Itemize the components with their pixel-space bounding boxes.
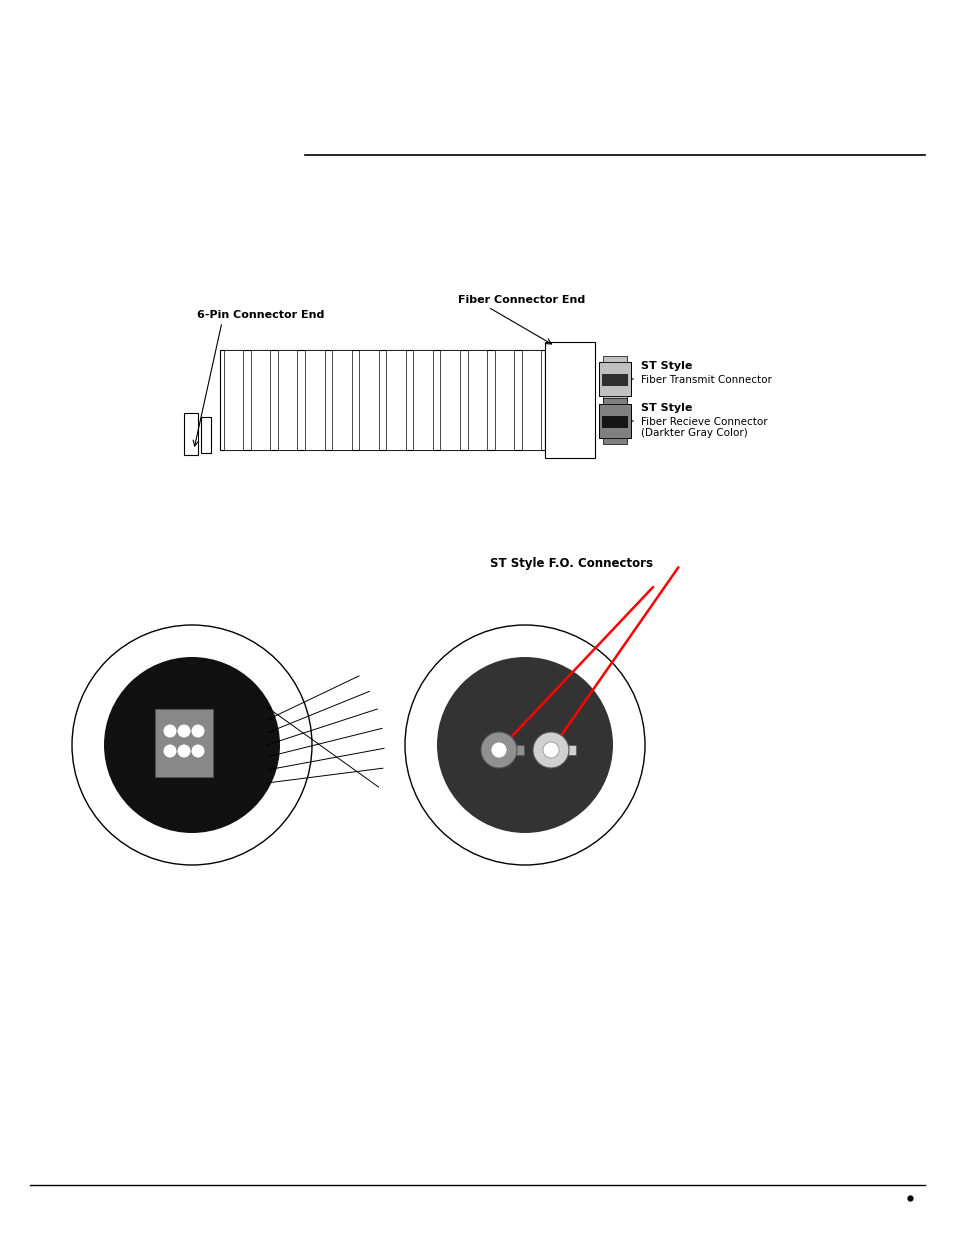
Bar [251, 350, 270, 450]
Bar [332, 350, 352, 450]
Bar [521, 350, 540, 450]
Bar [277, 350, 297, 450]
Bar [602, 356, 626, 362]
Ellipse shape [405, 625, 644, 864]
Bar [544, 342, 595, 458]
Text: 6-Pin Connector End: 6-Pin Connector End [196, 310, 324, 320]
Circle shape [177, 725, 191, 737]
Bar [184, 412, 198, 454]
Bar [201, 417, 211, 453]
Ellipse shape [104, 657, 280, 832]
Bar [494, 350, 514, 450]
Bar [224, 350, 243, 450]
Text: Fiber Recieve Connector: Fiber Recieve Connector [640, 417, 767, 427]
Circle shape [491, 742, 506, 758]
Text: Fiber Transmit Connector: Fiber Transmit Connector [640, 375, 771, 385]
Bar [480, 745, 489, 755]
Circle shape [163, 745, 176, 757]
Circle shape [542, 742, 558, 758]
Bar [533, 745, 540, 755]
Circle shape [192, 725, 204, 737]
Bar [602, 398, 626, 404]
Text: ST Style: ST Style [640, 403, 692, 412]
Ellipse shape [71, 625, 312, 864]
Bar [602, 438, 626, 445]
Bar [567, 745, 576, 755]
Circle shape [533, 732, 568, 768]
Text: Fiber Connector End: Fiber Connector End [457, 295, 584, 305]
Ellipse shape [436, 657, 613, 832]
Circle shape [163, 725, 176, 737]
Bar [601, 416, 627, 427]
Bar [601, 374, 627, 385]
Bar [602, 396, 626, 403]
Circle shape [480, 732, 517, 768]
Text: (Darkter Gray Color): (Darkter Gray Color) [640, 429, 747, 438]
Bar [598, 404, 630, 438]
Bar [220, 350, 544, 450]
Text: ST Style F.O. Connectors: ST Style F.O. Connectors [490, 557, 652, 571]
Bar [386, 350, 405, 450]
Bar [305, 350, 324, 450]
Bar [359, 350, 378, 450]
Bar [598, 362, 630, 396]
Text: ST Style: ST Style [640, 361, 692, 370]
Bar [440, 350, 459, 450]
Circle shape [177, 745, 191, 757]
Bar [413, 350, 433, 450]
Bar [516, 745, 523, 755]
Bar [467, 350, 487, 450]
Bar [154, 709, 213, 777]
Circle shape [192, 745, 204, 757]
